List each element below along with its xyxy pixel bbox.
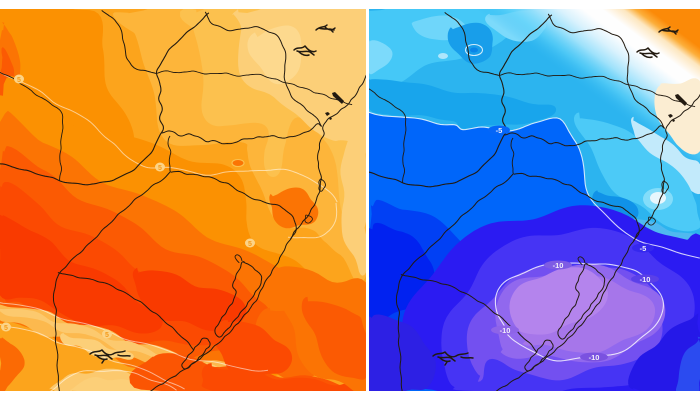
svg-text:5: 5 — [17, 77, 21, 84]
svg-text:-10: -10 — [589, 353, 600, 362]
svg-text:-10: -10 — [553, 261, 564, 270]
svg-text:-10: -10 — [640, 275, 651, 284]
svg-text:5: 5 — [4, 325, 8, 332]
svg-text:5: 5 — [105, 332, 109, 339]
svg-text:5: 5 — [158, 165, 162, 172]
svg-text:-10: -10 — [500, 326, 511, 335]
svg-text:-5: -5 — [640, 244, 647, 253]
svg-text:5: 5 — [248, 241, 252, 248]
svg-text:-5: -5 — [496, 126, 503, 135]
